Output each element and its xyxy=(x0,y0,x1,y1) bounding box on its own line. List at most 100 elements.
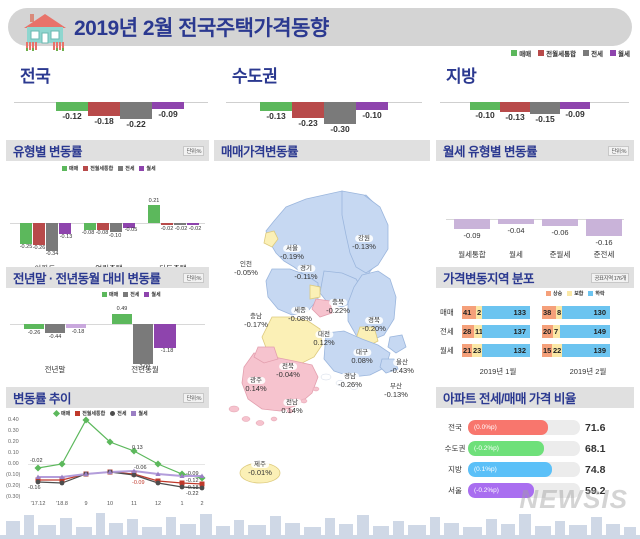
bar-fill xyxy=(324,102,356,124)
region-name: 대전 xyxy=(315,331,333,339)
region-value: -0.17% xyxy=(244,320,268,330)
summary-bar: -0.09 xyxy=(560,102,590,119)
legend-item-0: 매매 xyxy=(511,48,531,58)
panel-body: -0.09 월세통합 -0.04 월세 -0.06 준월세 -0.16 준전세 xyxy=(436,161,634,260)
stack-jan: 28 11 137 xyxy=(462,325,530,338)
y-tick: (0.10) xyxy=(6,472,21,478)
summary-bar: -0.18 xyxy=(88,102,120,126)
panel-body: 매매 전세 월세 -0.26 -0.44 -0.18 전년말 0.49 xyxy=(6,288,209,379)
bar-fill xyxy=(120,102,152,119)
stack-feb: 20 7 149 xyxy=(542,325,610,338)
seg-value: 7 xyxy=(554,327,559,336)
region-value: -0.04% xyxy=(276,370,300,380)
bar-value: -0.13 xyxy=(59,234,73,240)
ratio-track: (0.0%p) xyxy=(468,420,580,435)
ratio-track: (0.1%p) xyxy=(468,462,580,477)
ratio-row-provincial: 지방 (0.1%p) 74.8 xyxy=(442,462,605,477)
legend-label: 전세 xyxy=(125,166,135,172)
bar-매매 xyxy=(84,223,96,230)
chart-legend: 상승 보합 하락 xyxy=(546,290,605,297)
bar-value: -0.06 xyxy=(551,228,569,237)
zero-line xyxy=(446,219,624,220)
ratio-row-metro: 수도권 (-0.2%p) 68.1 xyxy=(442,441,605,456)
bar-fill xyxy=(292,102,324,118)
panel-title-text: 유형별 변동률 xyxy=(13,145,82,159)
top-legend: 매매 전월세통합 전세 월세 xyxy=(511,48,630,58)
seg-flat: 8 xyxy=(556,306,562,319)
bar-group-apartment: -0.25 -0.26 -0.34 -0.13 아파트 xyxy=(20,175,76,273)
legend-swatch xyxy=(118,166,124,171)
legend-item-3: 월세 xyxy=(139,165,156,172)
summary-bar: -0.23 xyxy=(292,102,324,128)
region-value: -0.01% xyxy=(248,468,272,478)
unit-label: 단위:% xyxy=(183,145,204,156)
y-tick: 0.00 xyxy=(8,461,19,467)
map-region-gangwon: 강원 -0.13% xyxy=(352,235,376,252)
summary-chart: -0.10 -0.13 -0.15 -0.09 xyxy=(432,91,637,135)
ratio-fill: (0.1%p) xyxy=(468,462,552,477)
summary-block-metro: 수도권 -0.13 -0.23 -0.30 xyxy=(218,62,430,135)
point-label: -0.09 xyxy=(186,471,199,477)
legend-swatch xyxy=(102,292,107,297)
row-label: 서울 xyxy=(448,486,462,495)
region-value: -0.13% xyxy=(384,390,408,400)
point-label: -0.22 xyxy=(186,491,199,497)
bar-value: -0.10 xyxy=(475,110,495,120)
row-label: 매매 xyxy=(440,308,454,317)
bar-value: -0.13 xyxy=(505,112,525,122)
chart-legend: 매매 전세 월세 xyxy=(102,291,161,298)
region-name: 경남 xyxy=(341,373,359,381)
seg-value: 21 xyxy=(463,346,472,355)
bar-매매 xyxy=(112,314,132,324)
x-tick: 12 xyxy=(154,501,162,507)
region-value: 0.14% xyxy=(245,384,267,394)
x-tick: '18.8 xyxy=(56,501,68,507)
bar-value: -0.05 xyxy=(124,227,138,233)
bar-fill xyxy=(530,102,560,114)
bar-월세 xyxy=(154,324,176,348)
group-label-feb: 2019년 2월 xyxy=(569,367,607,376)
summary-chart: -0.13 -0.23 -0.30 -0.10 xyxy=(218,91,430,135)
region-name: 전북 xyxy=(279,363,297,371)
panel-body: 매매 전월세통합 전세 월세 0.40 0.30 0.20 0.10 0.00 … xyxy=(6,408,209,507)
legend-item-0: 상승 xyxy=(546,290,562,297)
bar-fill xyxy=(454,219,490,229)
seg-flat: 22 xyxy=(552,344,562,357)
ratio-value: 74.8 xyxy=(585,463,606,476)
summary-bar: -0.13 xyxy=(500,102,530,122)
legend-swatch xyxy=(139,166,145,171)
chart-legend: 매매 전월세통합 전세 월세 xyxy=(52,409,148,418)
ratio-row-seoul: 서울 (-0.2%p) 59.2 xyxy=(442,483,605,498)
bar-fill xyxy=(560,102,590,109)
ratio-delta: (-0.2%p) xyxy=(474,487,499,494)
bar-value: -0.18 xyxy=(94,116,114,126)
y-tick: 0.30 xyxy=(8,428,19,434)
note-label: 공표지역 176개 xyxy=(591,272,629,283)
legend-swatch xyxy=(144,292,150,297)
legend-swatch xyxy=(83,166,89,171)
seg-value: 11 xyxy=(475,327,483,336)
x-tick: '17.12 xyxy=(30,501,46,507)
region-value: 0.08% xyxy=(351,356,373,366)
stack-jan: 21 23 132 xyxy=(462,344,530,357)
grouped-bar-chart: -0.26 -0.44 -0.18 전년말 0.49 -2.09 -1.18 전… xyxy=(6,300,209,379)
legend-item-2: 전세 xyxy=(110,410,126,417)
region-name: 서울 xyxy=(283,245,301,253)
bar-fill xyxy=(500,102,530,112)
legend-label: 전세 xyxy=(117,411,127,417)
panel-trend: 변동률 추이 단위:% 매매 전월세통합 전세 월세 0.40 0.30 0.2… xyxy=(6,387,209,507)
panel-title: 매매가격변동률 xyxy=(214,140,430,161)
legend-label: 매매 xyxy=(109,292,119,298)
map-region-seoul: 서울 -0.19% xyxy=(280,245,304,262)
map-region-jeonnam: 전남 0.14% xyxy=(281,399,303,416)
category-label: 준전세 xyxy=(593,250,615,259)
summary-bars: -0.12 -0.18 -0.22 -0.09 xyxy=(56,102,184,129)
legend-item-1: 전월세통합 xyxy=(83,165,113,172)
summary-bar: -0.13 xyxy=(260,102,292,121)
region-value: -0.05% xyxy=(234,268,258,278)
ratio-value: 59.2 xyxy=(585,484,606,497)
legend-label: 전월세통합 xyxy=(82,411,106,417)
seg-flat: 23 xyxy=(472,344,482,357)
legend-item-2: 하락 xyxy=(588,290,605,297)
row-label: 전국 xyxy=(448,423,462,432)
